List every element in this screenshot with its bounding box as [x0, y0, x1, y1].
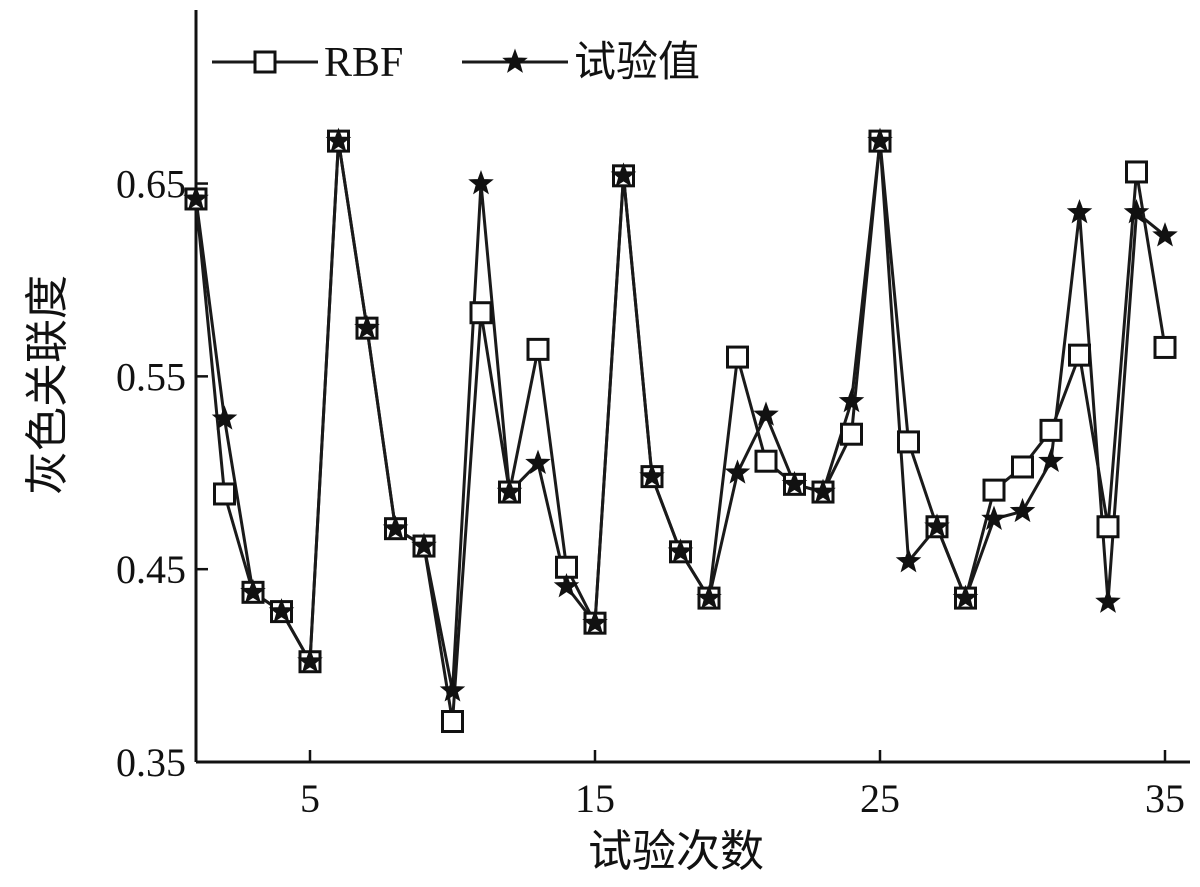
series-markers-star [183, 127, 1178, 702]
data-point-star [439, 677, 466, 702]
series-line-star [194, 139, 1166, 693]
data-point-star [382, 515, 409, 540]
legend-item: 试验值 [462, 39, 700, 86]
data-point-square [213, 482, 236, 506]
data-point-square [526, 337, 550, 361]
data-point-square [840, 422, 863, 446]
legend-marker-star [502, 48, 528, 73]
data-point-star [838, 387, 865, 413]
data-point-square [982, 478, 1006, 502]
x-tick-label: 5 [300, 776, 320, 821]
data-point-square [1153, 335, 1177, 359]
legend: RBF 试验值 [212, 39, 700, 86]
legend-label: 试验值 [574, 39, 700, 86]
data-point-star [1038, 447, 1064, 473]
data-point-star [924, 513, 950, 538]
legend-marker-square [253, 50, 277, 74]
x-axis-title: 试验次数 [588, 827, 764, 876]
y-tick-label: 0.45 [116, 547, 186, 592]
data-point-star [183, 185, 209, 210]
y-tick-label: 0.55 [116, 354, 186, 399]
data-point-star [468, 170, 494, 195]
data-point-star [1009, 497, 1036, 523]
data-point-star [582, 609, 608, 635]
data-point-star [724, 459, 751, 484]
data-point-square [1096, 515, 1120, 539]
data-point-square [1125, 160, 1148, 184]
data-point-star [981, 505, 1007, 530]
data-point-star [639, 463, 665, 488]
data-point-square [897, 430, 920, 454]
data-point-star [240, 578, 266, 604]
data-point-star [667, 538, 694, 563]
data-point-star [867, 127, 893, 152]
legend-label: RBF [324, 40, 403, 86]
x-tick-label: 25 [860, 776, 900, 821]
data-point-square [441, 710, 464, 734]
data-point-square [1011, 455, 1034, 479]
data-point-star [297, 648, 323, 673]
data-point-square [726, 345, 749, 369]
data-point-star [411, 532, 437, 557]
data-point-star [952, 584, 979, 609]
ticks: 5 15 25 35 0.35 0.45 0.55 0.65 [116, 162, 1185, 821]
data-point-star [211, 405, 238, 430]
data-point-star [496, 478, 523, 503]
data-point-star [810, 478, 836, 503]
data-point-square [754, 449, 778, 473]
legend-item: RBF [212, 40, 403, 86]
y-tick-label: 0.65 [116, 162, 186, 207]
data-point-star [610, 162, 637, 187]
series-line-square [194, 139, 1167, 723]
y-axis-title: 灰色关联度 [23, 275, 72, 495]
data-point-square [469, 301, 493, 325]
data-point-star [1095, 588, 1121, 613]
data-point-star [268, 598, 295, 623]
data-point-star [753, 401, 779, 426]
data-point-star [1123, 199, 1150, 224]
x-tick-label: 15 [575, 776, 615, 821]
data-point-star [354, 314, 380, 340]
data-point-star [1152, 222, 1178, 247]
x-tick-label: 35 [1145, 776, 1185, 821]
data-point-star [781, 470, 808, 496]
data-point-star [696, 584, 722, 609]
data-point-star [895, 548, 922, 573]
y-tick-label: 0.35 [116, 740, 186, 785]
axes [194, 10, 1190, 764]
data-point-star [325, 127, 352, 152]
data-point-square [1039, 418, 1063, 442]
data-point-star [525, 449, 551, 474]
data-point-star [553, 573, 580, 598]
series [183, 127, 1178, 734]
data-point-square [1068, 343, 1091, 367]
data-point-star [1066, 199, 1093, 224]
